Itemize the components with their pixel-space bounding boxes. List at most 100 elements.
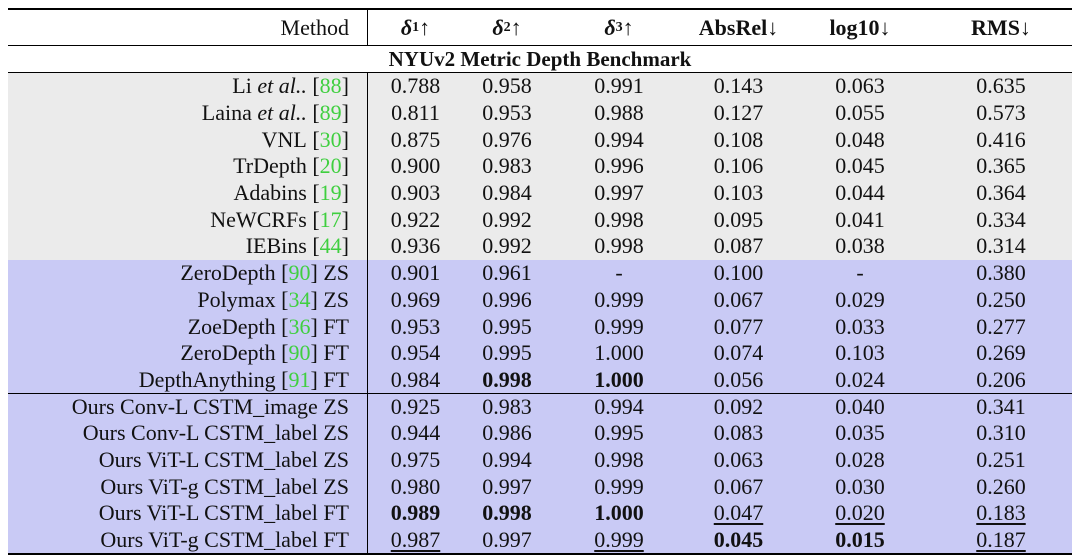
header-symbol: δ — [604, 14, 616, 40]
value: 0.992 — [482, 206, 532, 232]
value: 0.250 — [976, 286, 1026, 312]
value-cell: 0.067 — [687, 473, 790, 500]
header-cell: log10↓ — [790, 10, 930, 45]
value-cell: 0.074 — [687, 340, 790, 367]
value: 0.044 — [835, 180, 885, 206]
value: 0.995 — [482, 340, 532, 366]
value: 0.103 — [835, 340, 885, 366]
value: 0.035 — [835, 420, 885, 446]
value: 0.986 — [482, 420, 532, 446]
method-name: Ours ViT-L CSTM_label ZS — [98, 446, 349, 472]
value: 0.922 — [390, 206, 441, 232]
value-cell: 0.998 — [551, 233, 687, 260]
value-cell: 0.944 — [368, 420, 463, 447]
value-cell: 0.999 — [551, 313, 687, 340]
value: 0.063 — [835, 73, 885, 99]
value: 0.040 — [835, 394, 885, 420]
table-row: Ours ViT-L CSTM_label FT 0.989 0.998 1.000 0… — [8, 500, 1072, 527]
table-row: Ours Conv-L CSTM_label ZS 0.944 0.986 0.995… — [8, 419, 1072, 447]
citation-number: 90 — [288, 260, 311, 286]
method-mode: FT — [323, 366, 349, 392]
value: 0.925 — [390, 394, 441, 420]
value: 0.103 — [713, 180, 764, 206]
method-cell: Ours ViT-L CSTM_label FT — [8, 500, 368, 527]
value-cell: - — [551, 260, 687, 287]
value-cell: 0.992 — [463, 206, 551, 233]
value: 0.251 — [976, 446, 1026, 472]
value: 0.998 — [594, 206, 644, 232]
value: 0.269 — [976, 340, 1026, 366]
results-table: Method δ 1 ↑ δ 2 ↑ δ 3 ↑ AbsRel↓ log10↓ RMS↓ NYUv2 Me… — [8, 8, 1072, 556]
value-cell: 0.999 — [551, 287, 687, 314]
value-cell: 0.341 — [930, 394, 1072, 420]
value-cell: 0.250 — [930, 287, 1072, 314]
value: 0.206 — [976, 366, 1026, 392]
value-cell: 0.015 — [790, 527, 930, 554]
value-cell: 0.995 — [463, 340, 551, 367]
value-cell: 0.183 — [930, 500, 1072, 527]
citation: 44 — [312, 233, 349, 259]
header-arrow: ↑ — [622, 14, 634, 40]
method-name: Ours ViT-L CSTM_label FT — [98, 500, 349, 526]
value: 0.334 — [976, 206, 1026, 232]
value-cell: 0.020 — [790, 500, 930, 527]
value-cell: 1.000 — [551, 367, 687, 394]
value: 0.030 — [835, 473, 885, 499]
value: 0.100 — [713, 260, 764, 286]
citation-number: 88 — [319, 73, 342, 99]
value-cell: 0.988 — [551, 100, 687, 127]
header-arrow: ↑ — [419, 14, 431, 40]
value-cell: 0.206 — [930, 367, 1072, 394]
value: 0.024 — [835, 366, 885, 392]
value-cell: 0.334 — [930, 206, 1072, 233]
value-cell: 1.000 — [551, 340, 687, 367]
value-cell: 0.269 — [930, 340, 1072, 367]
value: 0.314 — [976, 233, 1026, 259]
value-cell: 0.277 — [930, 313, 1072, 340]
citation-number: 44 — [319, 233, 342, 259]
value-cell: 1.000 — [551, 500, 687, 527]
method-name: IEBins — [245, 233, 307, 259]
value-cell: 0.028 — [790, 447, 930, 474]
value: 0.310 — [976, 420, 1026, 446]
table-row: DepthAnything 91 FT 0.984 0.998 1.000 0.056 0… — [8, 366, 1072, 394]
table-row: ZeroDepth 90 FT 0.954 0.995 1.000 0.074 0.103… — [8, 339, 1072, 367]
value: 0.984 — [482, 180, 532, 206]
value: 0.038 — [835, 233, 885, 259]
value-cell: 0.100 — [687, 260, 790, 287]
header-cell: Method — [8, 10, 368, 45]
method-name: Polymax — [197, 286, 276, 312]
value-cell: 0.994 — [551, 394, 687, 420]
citation: 30 — [312, 127, 349, 153]
header-symbol: δ — [492, 14, 504, 40]
method-name: Adabins — [233, 180, 307, 206]
value: 0.997 — [482, 473, 532, 499]
value: 0.999 — [594, 286, 644, 312]
value-cell: 0.045 — [687, 527, 790, 554]
method-cell: Ours ViT-g CSTM_label ZS — [8, 473, 368, 500]
value: 0.380 — [976, 260, 1026, 286]
header-symbol: δ — [400, 14, 413, 40]
value-cell: 0.040 — [790, 394, 930, 420]
value-cell: 0.994 — [551, 126, 687, 153]
value: 0.901 — [390, 260, 441, 286]
value-cell: 0.044 — [790, 180, 930, 207]
citation: 90 — [281, 340, 318, 366]
table-row: NeWCRFs 17 0.922 0.992 0.998 0.095 0.041 0.334 — [8, 206, 1072, 234]
value: 0.045 — [835, 153, 885, 179]
value-cell: 0.380 — [930, 260, 1072, 287]
value: 0.183 — [976, 500, 1026, 526]
value-cell: 0.987 — [368, 527, 463, 554]
header-subscript: 3 — [615, 19, 623, 35]
value: 0.095 — [713, 206, 764, 232]
value: 0.961 — [482, 260, 532, 286]
method-cell: ZoeDepth 36 FT — [8, 313, 368, 340]
value-cell: 0.936 — [368, 233, 463, 260]
value-cell: 0.953 — [463, 100, 551, 127]
method-cell: Polymax 34 ZS — [8, 286, 368, 314]
value-cell: 0.999 — [551, 527, 687, 554]
value: 0.364 — [976, 180, 1026, 206]
value-cell: 0.365 — [930, 153, 1072, 180]
citation-number: 36 — [288, 313, 311, 339]
